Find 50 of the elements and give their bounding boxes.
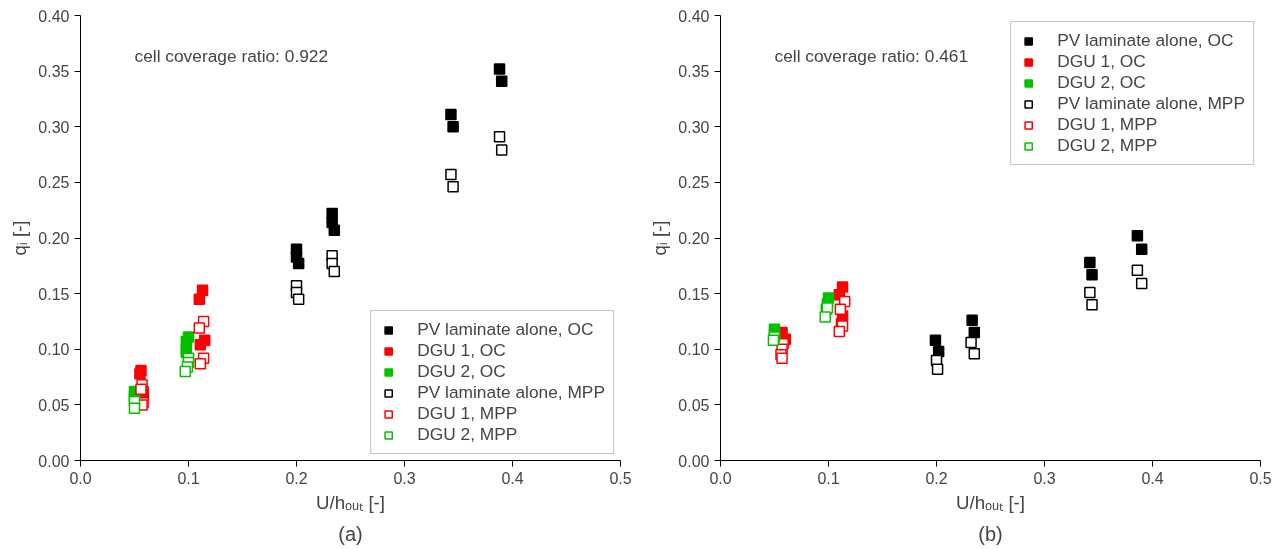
legend-label: PV laminate alone, MPP <box>417 382 605 403</box>
y-tick-label: 0.05 <box>678 396 710 414</box>
y-axis-title: qᵢ [-] <box>9 220 31 256</box>
y-tick-label: 0.15 <box>678 285 710 303</box>
x-tick-label: 0.2 <box>285 469 308 487</box>
x-tick-label: 0.5 <box>1249 469 1272 487</box>
text: (a) <box>338 522 363 545</box>
legend-label: DGU 1, OC <box>1057 51 1146 72</box>
y-tick-label: 0.10 <box>678 341 710 359</box>
x-tick-label: 0.4 <box>1141 469 1164 487</box>
x-axis-title: U/hₒᵤₜ [-] <box>956 491 1025 513</box>
y-tick-label: 0.35 <box>38 63 70 81</box>
y-tick-label: 0.15 <box>38 285 70 303</box>
y-tick-label: 0.25 <box>678 174 710 192</box>
y-tick-label: 0.40 <box>678 7 710 25</box>
legend-label: DGU 2, MPP <box>1057 135 1158 156</box>
y-tick-label: 0.35 <box>678 63 710 81</box>
text: (b) <box>978 522 1003 545</box>
y-tick-label: 0.30 <box>678 118 710 136</box>
x-tick-label: 0.5 <box>609 469 632 487</box>
x-tick-label: 0.0 <box>69 469 92 487</box>
legend-label: DGU 1, MPP <box>417 403 518 424</box>
annotation: cell coverage ratio: 0.461 <box>774 45 969 66</box>
legend-label: DGU 1, MPP <box>1057 114 1158 135</box>
y-tick-label: 0.00 <box>678 452 710 470</box>
y-tick-label: 0.20 <box>38 230 70 247</box>
x-tick-label: 0.4 <box>501 469 524 487</box>
legend-label: DGU 2, OC <box>1057 72 1146 93</box>
x-tick-label: 0.3 <box>1033 469 1056 487</box>
x-tick-label: 0.0 <box>709 469 732 487</box>
y-tick-label: 0.30 <box>38 118 70 136</box>
y-tick-label: 0.00 <box>38 452 70 470</box>
legend-label: DGU 1, OC <box>417 340 506 361</box>
legend-label: DGU 2, MPP <box>417 424 518 445</box>
y-tick-label: 0.40 <box>38 7 70 25</box>
legend-label: PV laminate alone, OC <box>417 319 594 340</box>
x-tick-label: 0.1 <box>177 469 200 487</box>
annotation: cell coverage ratio: 0.922 <box>134 45 329 66</box>
legend-label: PV laminate alone, OC <box>1057 30 1234 51</box>
x-tick-label: 0.3 <box>393 469 416 487</box>
y-tick-label: 0.10 <box>38 341 70 359</box>
x-tick-label: 0.1 <box>817 469 840 487</box>
y-tick-label: 0.05 <box>38 396 70 414</box>
y-axis-title: qᵢ [-] <box>649 220 671 256</box>
x-tick-label: 0.2 <box>925 469 948 487</box>
x-axis-title: U/hₒᵤₜ [-] <box>316 491 385 513</box>
legend-label: DGU 2, OC <box>417 361 506 382</box>
legend-label: PV laminate alone, MPP <box>1057 93 1245 114</box>
y-tick-label: 0.25 <box>38 174 70 192</box>
y-tick-label: 0.20 <box>678 230 710 247</box>
